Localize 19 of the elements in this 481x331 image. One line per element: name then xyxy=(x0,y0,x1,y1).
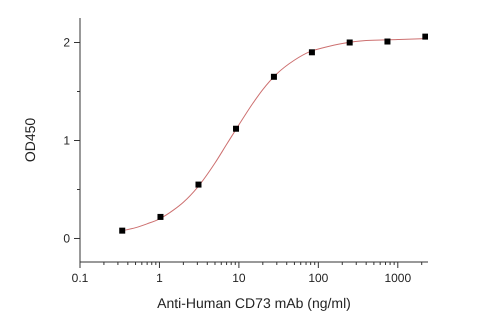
point xyxy=(422,34,428,40)
point xyxy=(119,228,126,234)
y-tick-label: 2 xyxy=(63,36,70,50)
point xyxy=(157,214,164,220)
x-tick-label: 1 xyxy=(156,271,164,285)
point xyxy=(195,182,202,188)
x-tick-label: 1000 xyxy=(384,271,412,285)
x-axis-title: Anti-Human CD73 mAb (ng/ml) xyxy=(157,295,351,311)
point xyxy=(233,126,240,132)
y-tick-label: 0 xyxy=(63,231,70,246)
point xyxy=(270,74,277,80)
point xyxy=(308,49,315,56)
y-tick-label: 1 xyxy=(63,133,70,148)
x-tick-label: 10 xyxy=(232,271,246,285)
x-tick-label: 100 xyxy=(308,271,329,285)
point xyxy=(384,38,390,45)
x-tick-label: 0.1 xyxy=(72,271,89,285)
y-axis-title: OD450 xyxy=(22,118,38,162)
point xyxy=(346,40,353,46)
